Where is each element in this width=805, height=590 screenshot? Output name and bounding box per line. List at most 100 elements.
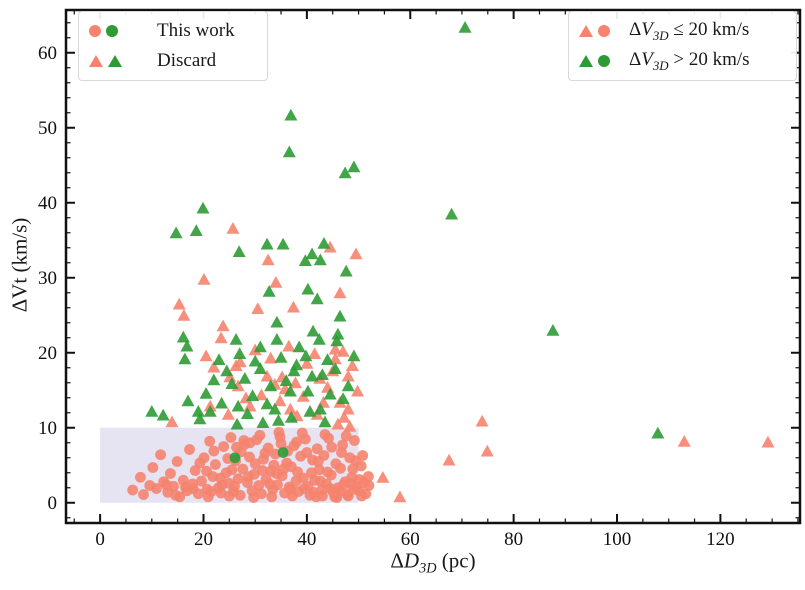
data-point-discard-dv3d-gt-20 — [193, 412, 207, 425]
data-point-discard-dv3d-gt-20 — [339, 264, 353, 277]
data-point-discard-dv3d-le-20 — [333, 286, 347, 299]
data-point-discard-dv3d-gt-20 — [313, 253, 327, 266]
data-point-discard-dv3d-le-20 — [282, 339, 296, 352]
y-axis-label: ΔVt (km/s) — [7, 217, 32, 313]
data-point-discard-dv3d-gt-20 — [276, 237, 290, 250]
data-point-discard-dv3d-gt-20 — [270, 315, 284, 328]
data-point-discard-dv3d-gt-20 — [313, 402, 327, 415]
data-point-discard-dv3d-gt-20 — [180, 339, 194, 352]
x-tick-label: 120 — [706, 529, 735, 550]
data-point-discard-dv3d-gt-20 — [220, 364, 234, 377]
data-point-discard-dv3d-le-20 — [283, 402, 297, 415]
data-point-this-work-dv3d-le-20 — [324, 483, 336, 494]
data-point-this-work-dv3d-le-20 — [326, 441, 338, 453]
data-point-this-work-dv3d-le-20 — [254, 429, 266, 441]
data-point-discard-dv3d-le-20 — [273, 394, 287, 407]
data-point-discard-dv3d-gt-20 — [212, 353, 226, 366]
data-point-this-work-dv3d-le-20 — [292, 466, 303, 478]
y-tick-label: 50 — [38, 118, 57, 139]
data-point-discard-dv3d-le-20 — [207, 360, 221, 373]
legend-series: This work Discard — [78, 11, 268, 81]
data-point-discard-dv3d-le-20 — [677, 435, 691, 447]
data-point-this-work-dv3d-le-20 — [209, 459, 221, 470]
data-point-discard-dv3d-le-20 — [221, 408, 235, 420]
data-point-this-work-dv3d-le-20 — [170, 489, 181, 501]
data-point-this-work-dv3d-le-20 — [226, 464, 238, 476]
data-point-discard-dv3d-le-20 — [261, 253, 275, 266]
data-point-this-work-dv3d-le-20 — [273, 426, 285, 438]
data-point-this-work-dv3d-le-20 — [291, 436, 302, 448]
legend-velocity-groups: ΔV3D ≤ 20 km/s ΔV3D > 20 km/s — [568, 11, 797, 81]
data-point-discard-dv3d-le-20 — [351, 384, 365, 397]
plot-frame — [64, 8, 802, 525]
data-point-discard-dv3d-gt-20 — [303, 405, 317, 417]
x-axis-label: ΔD3D (pc) — [390, 548, 476, 577]
x-tick-label: 60 — [401, 529, 420, 550]
data-point-this-work-dv3d-le-20 — [127, 484, 139, 496]
data-point-this-work-dv3d-le-20 — [311, 443, 323, 455]
data-point-this-work-dv3d-le-20 — [215, 487, 227, 499]
data-point-discard-dv3d-gt-20 — [458, 21, 472, 33]
data-point-discard-dv3d-le-20 — [172, 297, 186, 310]
data-point-discard-dv3d-le-20 — [260, 369, 274, 382]
y-tick-label: 0 — [48, 493, 58, 514]
data-point-discard-dv3d-gt-20 — [341, 379, 355, 392]
data-point-discard-dv3d-gt-20 — [189, 224, 203, 237]
data-point-discard-dv3d-gt-20 — [298, 254, 312, 267]
y-tick-label: 10 — [38, 418, 57, 439]
data-point-this-work-dv3d-le-20 — [340, 430, 352, 442]
legend-label-discard: Discard — [157, 50, 217, 71]
legend-markers-dv-gt-20 — [579, 55, 619, 67]
legend-markers-dv-le-20 — [579, 25, 619, 37]
data-point-this-work-dv3d-le-20 — [298, 483, 310, 494]
data-point-discard-dv3d-le-20 — [251, 302, 265, 315]
data-point-discard-dv3d-gt-20 — [260, 397, 274, 410]
salmon-circle-marker-icon — [598, 25, 610, 37]
data-point-discard-dv3d-le-20 — [214, 331, 228, 344]
data-point-this-work-dv3d-le-20 — [259, 447, 271, 459]
data-point-discard-dv3d-gt-20 — [315, 368, 329, 381]
data-point-discard-dv3d-gt-20 — [333, 309, 347, 322]
data-point-discard-dv3d-le-20 — [177, 309, 191, 321]
x-tick-label: 100 — [603, 529, 632, 550]
data-point-this-work-dv3d-le-20 — [165, 468, 176, 479]
data-point-discard-dv3d-gt-20 — [282, 145, 296, 158]
data-point-this-work-dv3d-le-20 — [248, 492, 260, 503]
data-point-discard-dv3d-le-20 — [349, 247, 363, 260]
data-point-discard-dv3d-gt-20 — [238, 372, 252, 384]
data-point-this-work-dv3d-le-20 — [345, 477, 357, 489]
data-point-discard-dv3d-gt-20 — [305, 369, 319, 382]
data-point-this-work-dv3d-le-20 — [336, 447, 347, 458]
data-point-discard-dv3d-gt-20 — [145, 405, 159, 417]
y-tick-label: 60 — [38, 43, 57, 64]
data-point-this-work-dv3d-le-20 — [312, 456, 324, 467]
data-point-discard-dv3d-le-20 — [229, 359, 243, 372]
data-point-this-work-dv3d-le-20 — [268, 459, 280, 471]
data-point-discard-dv3d-le-20 — [345, 359, 359, 372]
data-point-discard-dv3d-le-20 — [328, 352, 342, 365]
data-point-this-work-dv3d-le-20 — [335, 462, 346, 474]
data-point-this-work-dv3d-le-20 — [201, 465, 212, 477]
data-point-discard-dv3d-le-20 — [269, 276, 283, 288]
data-point-discard-dv3d-gt-20 — [199, 387, 213, 399]
legend-item-dv-gt-20: ΔV3D > 20 km/s — [579, 48, 784, 74]
data-point-discard-dv3d-gt-20 — [306, 324, 320, 337]
y-tick-label: 30 — [38, 268, 57, 289]
data-point-this-work-dv3d-le-20 — [349, 435, 360, 446]
data-point-this-work-dv3d-le-20 — [354, 474, 365, 485]
data-point-this-work-dv3d-le-20 — [184, 444, 195, 455]
data-point-discard-dv3d-gt-20 — [260, 237, 274, 250]
data-point-discard-dv3d-gt-20 — [445, 207, 459, 220]
salmon-triangle-marker-icon — [579, 25, 593, 37]
green-circle-marker-icon — [598, 55, 610, 67]
data-point-discard-dv3d-le-20 — [254, 388, 268, 401]
data-point-this-work-dv3d-le-20 — [308, 486, 319, 498]
data-point-discard-dv3d-le-20 — [336, 345, 350, 357]
data-point-discard-dv3d-le-20 — [343, 420, 357, 432]
data-point-discard-dv3d-gt-20 — [338, 166, 352, 179]
data-point-discard-dv3d-le-20 — [197, 273, 211, 285]
data-point-this-work-dv3d-le-20 — [135, 471, 146, 483]
legend-markers-discard — [89, 55, 129, 67]
data-point-discard-dv3d-le-20 — [223, 370, 237, 383]
